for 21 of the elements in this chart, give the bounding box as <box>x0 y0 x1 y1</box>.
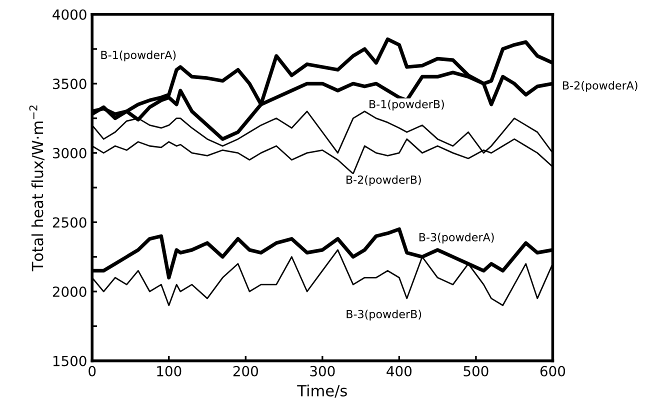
x-tick-label: 300 <box>310 366 335 376</box>
y-axis-title: Total heat flux/W·m$^{−2}$ <box>29 106 44 272</box>
x-tick-label: 100 <box>157 366 182 376</box>
y-tick-label: 1500 <box>53 356 86 366</box>
x-tick-label: 200 <box>233 366 258 376</box>
y-tick-label: 3000 <box>52 148 86 158</box>
series-label: B-3(powderA) <box>419 232 494 244</box>
series-label: B-1(powderB) <box>370 100 444 110</box>
y-tick-label: 2000 <box>52 286 86 297</box>
x-tick-label: 400 <box>386 366 412 376</box>
y-tick-label: 2500 <box>52 217 86 228</box>
x-tick-label: 500 <box>464 366 488 376</box>
x-tick-label: 0 <box>88 366 96 376</box>
y-tick-label: 3500 <box>52 78 86 90</box>
series-label: B-3(powderB) <box>346 310 422 320</box>
x-tick-label: 600 <box>540 366 566 376</box>
series-label: B-2(powderA) <box>563 81 638 92</box>
series-label: B-2(powderB) <box>346 175 421 186</box>
y-tick-label: 4000 <box>52 9 86 20</box>
series-label: B-1(powderA) <box>101 50 176 62</box>
x-axis-title: Time/s <box>297 384 347 398</box>
